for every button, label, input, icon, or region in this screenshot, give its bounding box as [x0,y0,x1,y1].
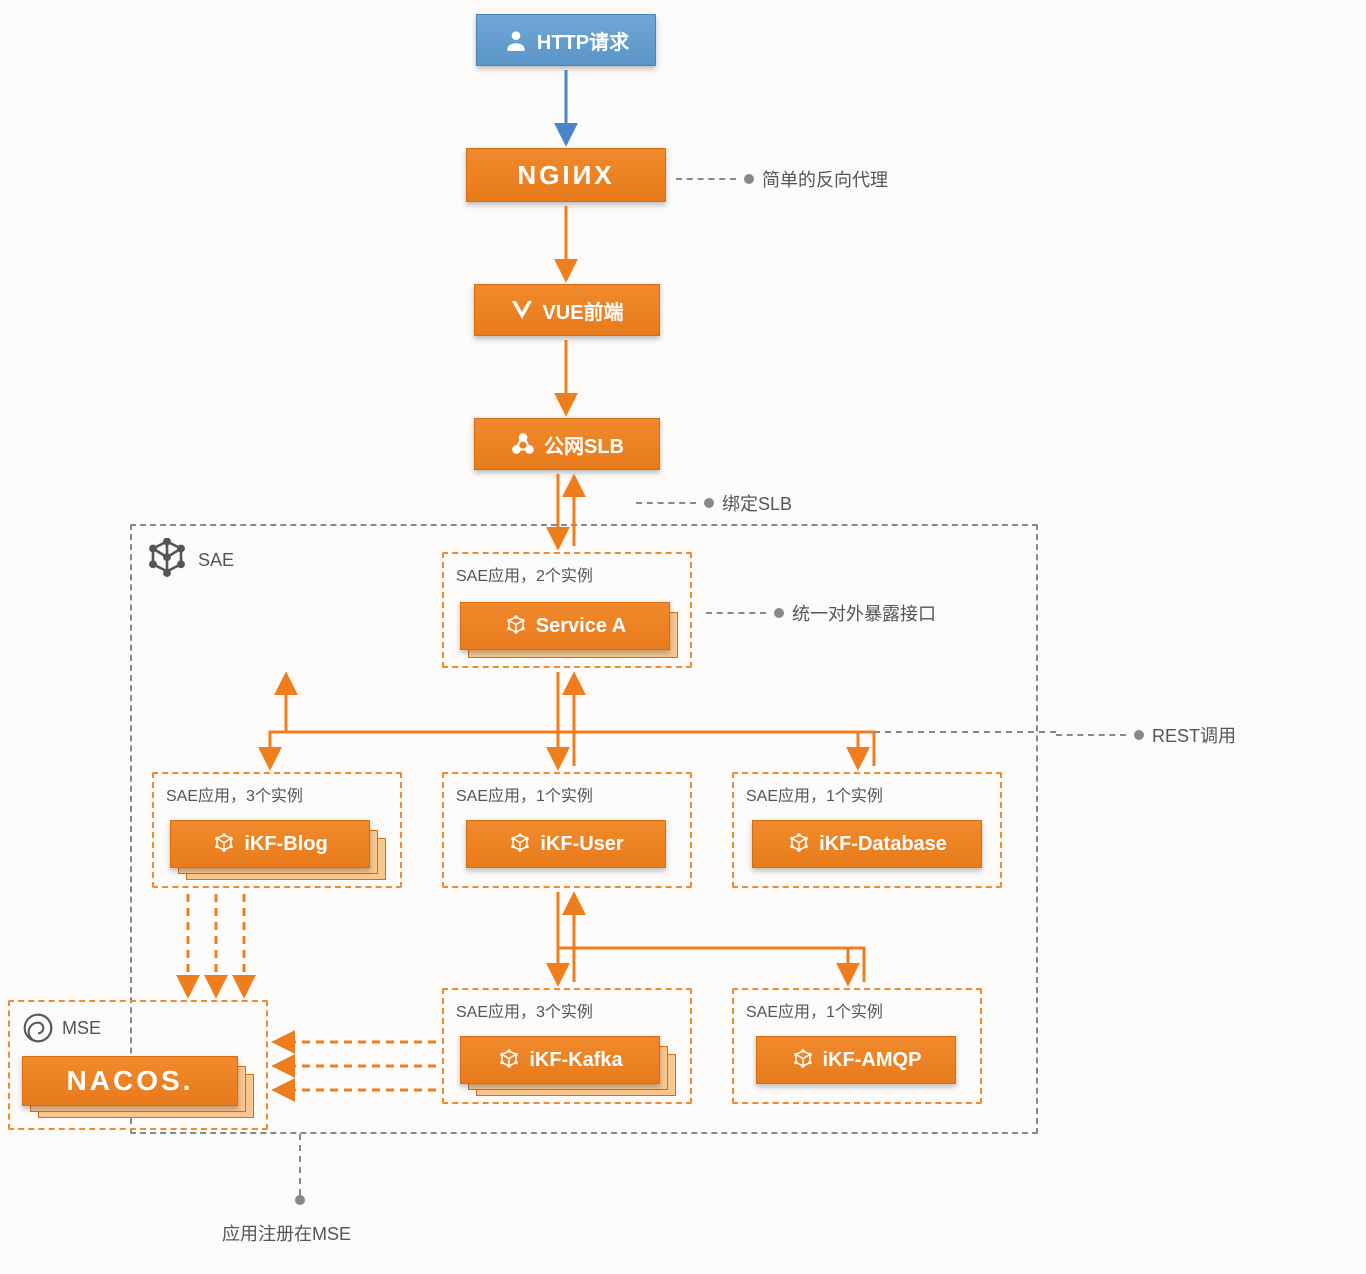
annotation-reverse-proxy: 简单的反向代理 [676,166,888,192]
node-ikf-kafka-label: iKF-Kafka [529,1049,622,1072]
cube-icon [504,614,528,638]
cluster-icon [510,431,536,457]
node-vue: VUE前端 [474,284,660,336]
node-service-a-label: Service A [536,615,626,638]
user-icon [503,27,529,53]
mse-box-label: MSE [62,1018,101,1039]
annotation-expose-api-text: 统一对外暴露接口 [792,600,936,626]
node-ikf-blog: iKF-Blog [170,820,370,868]
node-ikf-user-label: iKF-User [540,833,623,856]
sae-box-service-a-title: SAE应用，2个实例 [456,562,593,586]
annotation-bind-slb: 绑定SLB [636,490,792,516]
node-nacos: NACOS. [22,1056,238,1106]
node-ikf-user: iKF-User [466,820,666,868]
node-ikf-database: iKF-Database [752,820,982,868]
annotation-rest-call-text: REST调用 [1152,722,1236,748]
annotation-register-mse: 应用注册在MSE [222,1220,351,1246]
sae-box-ikf-amqp-title: SAE应用，1个实例 [746,998,883,1022]
annotation-bind-slb-text: 绑定SLB [722,490,792,516]
vue-icon [510,298,534,322]
node-ikf-kafka: iKF-Kafka [460,1036,660,1084]
node-vue-label: VUE前端 [542,296,623,325]
annotation-expose-api: 统一对外暴露接口 [706,600,936,626]
cube-icon [212,832,236,856]
node-nacos-label: NACOS. [67,1065,194,1097]
cube-icon [146,538,188,580]
node-slb: 公网SLB [474,418,660,470]
sae-box-ikf-user-title: SAE应用，1个实例 [456,782,593,806]
node-http-request: HTTP请求 [476,14,656,66]
node-nginx-label: NGIИX [517,160,614,191]
cube-icon [497,1048,521,1072]
node-ikf-blog-label: iKF-Blog [244,833,327,856]
cube-icon [791,1048,815,1072]
cube-icon [787,832,811,856]
node-nginx: NGIИX [466,148,666,202]
node-service-a: Service A [460,602,670,650]
annotation-rest-call: REST调用 [1056,722,1236,748]
node-ikf-database-label: iKF-Database [819,833,947,856]
node-ikf-amqp: iKF-AMQP [756,1036,956,1084]
sae-box-ikf-kafka-title: SAE应用，3个实例 [456,998,593,1022]
annotation-reverse-proxy-text: 简单的反向代理 [762,166,888,192]
node-slb-label: 公网SLB [544,430,624,459]
spiral-icon [22,1012,54,1044]
sae-box-ikf-database-title: SAE应用，1个实例 [746,782,883,806]
node-http-label: HTTP请求 [537,26,629,55]
node-ikf-amqp-label: iKF-AMQP [823,1049,922,1072]
sae-container-label: SAE [198,550,234,571]
annotation-register-mse-text: 应用注册在MSE [222,1220,351,1246]
architecture-diagram: HTTP请求 NGIИX VUE前端 公网SLB SAE SAE应用，2个实例 … [0,0,1366,1274]
sae-box-ikf-blog-title: SAE应用，3个实例 [166,782,303,806]
cube-icon [508,832,532,856]
